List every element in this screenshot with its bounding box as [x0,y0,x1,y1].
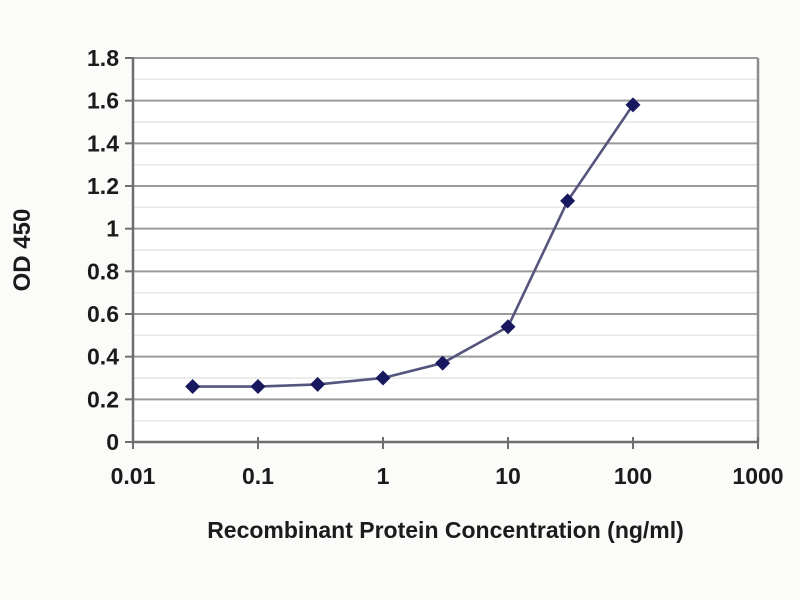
x-tick-label: 0.01 [111,463,156,489]
major-gridlines [133,57,758,401]
x-tick-label: 1 [377,463,390,489]
y-tick-label: 1.6 [87,88,119,114]
x-tick-label: 10 [495,463,521,489]
y-tick-label: 1.8 [87,45,119,71]
x-tick-label: 0.1 [242,463,274,489]
series-line [192,104,635,388]
y-tick-label: 0.2 [87,386,119,412]
y-tick-label: 0 [106,429,119,455]
y-tick-label: 1 [106,216,119,242]
minor-gridlines [133,78,758,422]
data-series [185,97,641,395]
data-point-marker [560,193,576,209]
data-point-marker [435,355,451,371]
x-ticks: 0.01 0.1 1 10 100 1000 [111,437,784,489]
x-axis-title: Recombinant Protein Concentration (ng/ml… [207,517,684,543]
y-axis-title: OD 450 [9,209,36,292]
data-point-marker [310,376,326,392]
data-point-marker [500,319,516,335]
x-tick-label: 100 [614,463,652,489]
y-ticks: 0 0.2 0.4 0.6 0.8 1 1.2 1.4 1.6 1.8 [87,45,133,455]
data-point-marker [185,379,201,395]
y-tick-label: 1.4 [87,130,119,156]
data-point-marker [250,379,266,395]
y-tick-label: 1.2 [87,173,119,199]
y-tick-label: 0.8 [87,258,119,284]
data-point-marker [375,370,391,386]
y-tick-label: 0.4 [87,344,119,370]
y-tick-label: 0.6 [87,301,119,327]
data-point-marker [625,97,641,113]
x-tick-label: 1000 [732,463,783,489]
